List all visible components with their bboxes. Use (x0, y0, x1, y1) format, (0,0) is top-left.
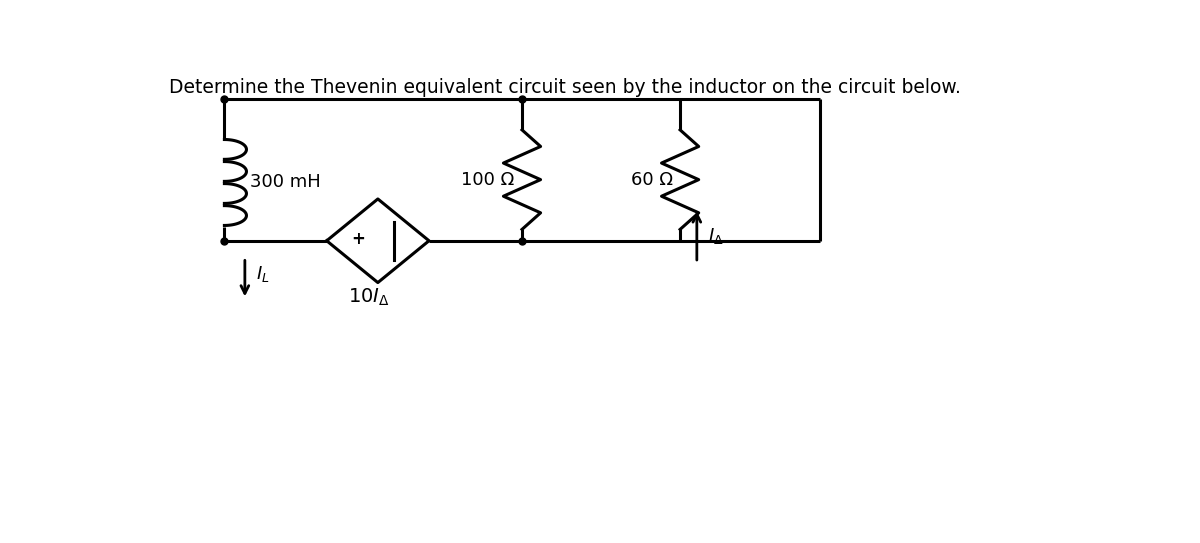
Text: 100 Ω: 100 Ω (461, 171, 515, 188)
Polygon shape (326, 199, 430, 282)
Text: $10I_{\Delta}$: $10I_{\Delta}$ (348, 286, 390, 308)
Text: 60 Ω: 60 Ω (631, 171, 673, 188)
Text: $I_L$: $I_L$ (256, 264, 270, 284)
Text: $I_{\Delta}$: $I_{\Delta}$ (708, 226, 724, 245)
Text: 300 mH: 300 mH (251, 173, 322, 192)
Text: Determine the Thevenin equivalent circuit seen by the inductor on the circuit be: Determine the Thevenin equivalent circui… (168, 78, 960, 97)
Text: +: + (352, 230, 365, 248)
